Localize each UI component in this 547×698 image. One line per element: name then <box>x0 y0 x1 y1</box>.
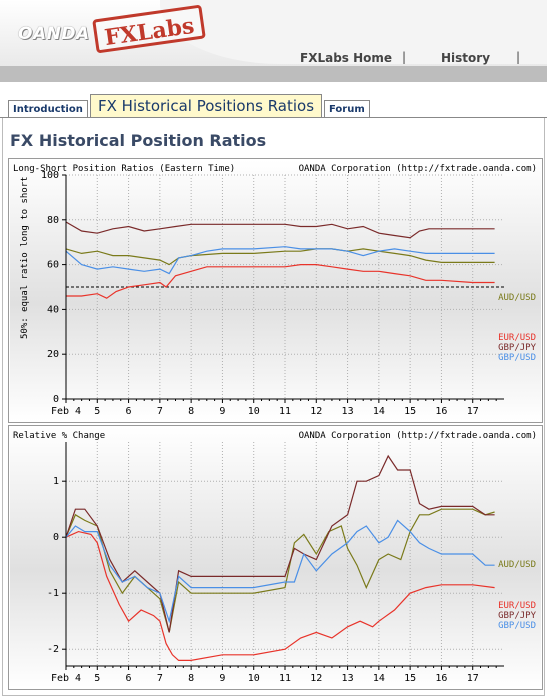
chart-ticks: Feb 4 5 6 7 8 9 10 11 12 13 14 15 16 17 0 20 40 60 80 100 <box>41 170 497 417</box>
y-tick-label: 0 <box>53 532 59 543</box>
chart-background <box>10 160 541 421</box>
nav-separator: | <box>402 50 407 64</box>
x-tick-label: 6 <box>126 673 132 684</box>
page-title: FX Historical Position Ratios <box>10 131 267 150</box>
site-header <box>0 0 547 82</box>
nav-fxlabs-home[interactable]: FXLabs Home <box>300 51 393 65</box>
header-swoosh <box>160 0 547 64</box>
y-tick-label: 80 <box>47 215 59 226</box>
chart-source: OANDA Corporation (http://fxtrade.oanda.… <box>299 431 537 441</box>
x-tick-label: 14 <box>373 406 385 417</box>
y-tick-label: 1 <box>53 476 59 487</box>
content-panel <box>2 118 545 696</box>
x-tick-label: 11 <box>279 406 291 417</box>
position-ratios-chart: Feb 4 5 6 7 8 9 10 11 12 13 14 15 16 17 0 20 40 60 80 100 A… <box>8 158 543 423</box>
x-tick-label: 10 <box>248 406 260 417</box>
nav-history[interactable]: History <box>441 51 491 65</box>
x-tick-label: 6 <box>126 406 132 417</box>
x-tick-label: 10 <box>248 673 260 684</box>
x-tick-label: 13 <box>342 673 354 684</box>
x-tick-label: 17 <box>467 673 479 684</box>
x-tick-label: 17 <box>467 406 479 417</box>
x-tick-label: 12 <box>310 673 322 684</box>
legend-item-eur-usd: EUR/USD <box>498 601 536 611</box>
tab-fx-historical-positions-ratios[interactable]: FX Historical Positions Ratios <box>90 94 323 118</box>
tab-divider <box>0 117 547 118</box>
x-tick-label: 13 <box>342 406 354 417</box>
x-tick-label: 16 <box>435 406 447 417</box>
legend-item-gbp-jpy: GBP/JPY <box>498 611 537 621</box>
y-tick-label: 60 <box>47 260 59 271</box>
y-tick-label: -1 <box>47 588 59 599</box>
header-bar <box>0 66 547 82</box>
x-tick-label: 7 <box>157 673 163 684</box>
x-tick-label: 5 <box>94 673 100 684</box>
x-tick-label: 15 <box>404 673 416 684</box>
chart-ticks: Feb 4 5 6 7 8 9 10 11 12 13 14 15 16 17 -2 -1 0 1 <box>47 476 497 684</box>
legend-item-eur-usd: EUR/USD <box>498 333 536 343</box>
x-tick-label: Feb 4 <box>51 406 81 417</box>
x-tick-label: Feb 4 <box>51 673 81 684</box>
x-tick-label: 14 <box>373 673 385 684</box>
y-tick-label: 20 <box>47 349 59 360</box>
y-axis-label: 50%: equal ratio long to short <box>20 176 30 339</box>
x-tick-label: 9 <box>219 406 225 417</box>
chart-title: Relative % Change <box>13 431 105 441</box>
x-tick-label: 8 <box>188 673 194 684</box>
series-line-gbp-jpy <box>65 221 495 239</box>
legend-item-aud-usd: AUD/USD <box>498 293 536 303</box>
series-line-gbp-usd <box>65 519 495 624</box>
series-line-aud-usd <box>65 248 495 266</box>
x-tick-label: 5 <box>94 406 100 417</box>
chart-series <box>65 221 495 299</box>
x-tick-label: 12 <box>310 406 322 417</box>
legend-item-gbp-usd: GBP/USD <box>498 621 536 631</box>
x-tick-label: 11 <box>279 673 291 684</box>
chart-background <box>10 427 541 688</box>
series-line-aud-usd <box>65 508 495 633</box>
legend-item-gbp-jpy: GBP/JPY <box>498 343 537 353</box>
legend-item-gbp-usd: GBP/USD <box>498 353 536 363</box>
series-line-eur-usd <box>65 530 495 661</box>
chart-source: OANDA Corporation (http://fxtrade.oanda.… <box>299 164 537 174</box>
x-tick-label: 9 <box>219 673 225 684</box>
y-tick-label: 40 <box>47 304 59 315</box>
relative-change-chart: Feb 4 5 6 7 8 9 10 11 12 13 14 15 16 17 -2 -1 0 1 AUD/USD… <box>8 425 543 690</box>
y-tick-label: 0 <box>53 394 59 405</box>
series-line-gbp-usd <box>65 246 495 275</box>
x-tick-label: 15 <box>404 406 416 417</box>
nav-separator: | <box>516 50 521 64</box>
chart-series <box>65 454 495 661</box>
y-tick-label: 100 <box>41 170 59 181</box>
tab-introduction[interactable]: Introduction <box>8 100 88 118</box>
relative-change-chart-svg: Feb 4 5 6 7 8 9 10 11 12 13 14 15 16 17 -2 -1 0 1 AUD/USD… <box>10 427 541 688</box>
y-tick-label: -2 <box>47 644 59 655</box>
series-line-eur-usd <box>66 263 495 299</box>
legend-item-aud-usd: AUD/USD <box>498 560 536 570</box>
tab-forum[interactable]: Forum <box>324 100 370 118</box>
x-tick-label: 8 <box>188 406 194 417</box>
position-ratios-chart-svg: Feb 4 5 6 7 8 9 10 11 12 13 14 15 16 17 0 20 40 60 80 100 A… <box>10 160 541 421</box>
chart-title: Long-Short Position Ratios (Eastern Time… <box>13 164 235 174</box>
x-tick-label: 16 <box>435 673 447 684</box>
x-tick-label: 7 <box>157 406 163 417</box>
series-line-gbp-jpy <box>65 454 495 633</box>
oanda-logo[interactable]: OANDA <box>18 24 90 44</box>
